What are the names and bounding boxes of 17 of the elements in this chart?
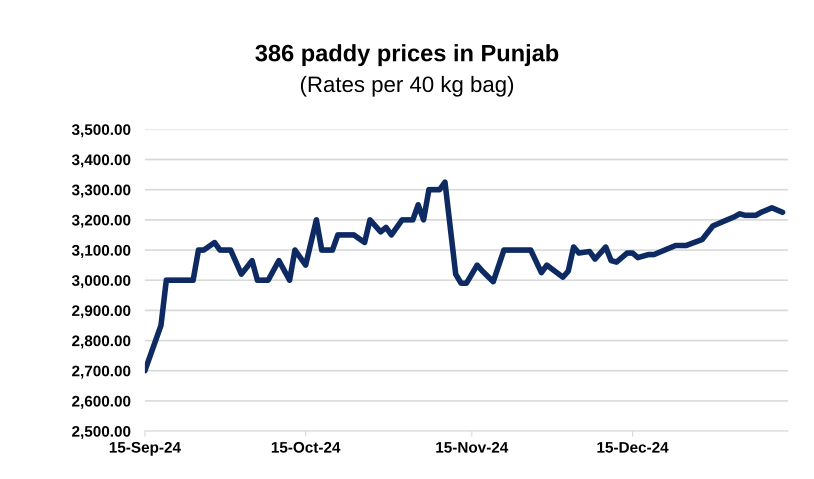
y-tick-label: 3,000.00 [72,275,130,288]
y-tick-label: 3,400.00 [72,154,130,168]
y-tick-label: 3,500.00 [72,124,130,138]
y-tick-label: 2,800.00 [72,335,130,348]
y-tick-label: 2,500.00 [72,426,130,439]
y-tick-label: 3,100.00 [72,244,130,258]
y-tick-label: 3,200.00 [72,214,130,228]
x-tick-label: 15-Dec-24 [597,442,669,453]
x-tick-label: 15-Nov-24 [436,442,508,453]
chart-title: 386 paddy prices in Punjab [255,44,558,66]
chart-subtitle: (Rates per 40 kg bag) [300,76,514,97]
x-tick-label: 15-Oct-24 [272,442,340,453]
x-tick-label: 15-Sep-24 [110,442,181,456]
y-tick-label: 2,900.00 [72,305,130,318]
y-tick-label: 2,700.00 [72,366,130,379]
y-tick-label: 2,600.00 [72,396,130,409]
y-tick-label: 3,300.00 [72,184,130,198]
